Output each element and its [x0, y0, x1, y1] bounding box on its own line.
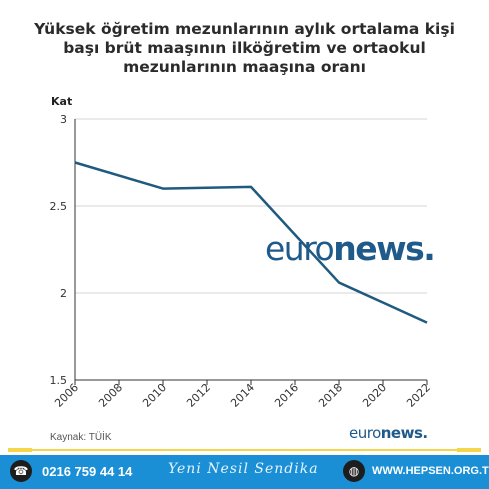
source-note: Kaynak: TÜİK: [50, 432, 112, 443]
phone-number[interactable]: 0216 759 44 14: [42, 464, 133, 479]
x-tick-label-2022: 2022: [404, 381, 433, 410]
title-line-2: başı brüt maaşının ilköğretim ve ortaoku…: [63, 39, 426, 57]
watermark-euro: euro: [265, 229, 335, 268]
website-link[interactable]: WWW.HEPSEN.ORG.TR: [372, 465, 489, 477]
y-tick-label-3: 3: [60, 113, 67, 126]
watermark-news: news: [333, 229, 425, 268]
euronews-logo: euronews.: [349, 424, 428, 442]
x-tick-label-2010: 2010: [140, 381, 169, 410]
x-tick-label-2016: 2016: [272, 381, 301, 410]
y-tick-label-1-5: 1.5: [50, 374, 68, 387]
title-line-1: Yüksek öğretim mezunlarının aylık ortala…: [34, 20, 455, 38]
x-tick-label-2008: 2008: [96, 381, 125, 410]
x-tick-label-2020: 2020: [360, 381, 389, 410]
euronews-watermark-logo: euronews.: [265, 229, 436, 268]
logo-news: news: [380, 424, 423, 442]
watermark-dot: .: [423, 229, 436, 268]
logo-euro: euro: [349, 424, 381, 442]
chart-title: Yüksek öğretim mezunlarının aylık ortala…: [20, 20, 469, 77]
yellow-divider: [8, 448, 481, 452]
phone-icon: ☎: [10, 460, 32, 482]
logo-dot: .: [422, 424, 428, 442]
title-line-3: mezunlarının maaşına oranı: [123, 58, 366, 76]
slogan: Yeni Nesil Sendika: [168, 461, 319, 477]
y-tick-label-2-5: 2.5: [50, 200, 68, 213]
series-line: [74, 161, 428, 324]
globe-icon: ◍: [343, 460, 365, 482]
footer-bar: ☎ 0216 759 44 14 Yeni Nesil Sendika ◍ WW…: [0, 455, 489, 489]
y-tick-label-2: 2: [60, 287, 67, 300]
x-tick-label-2012: 2012: [184, 381, 213, 410]
x-tick-label-2014: 2014: [228, 381, 257, 410]
x-tick-label-2018: 2018: [316, 381, 345, 410]
y-axis-label: Kat: [51, 95, 72, 108]
